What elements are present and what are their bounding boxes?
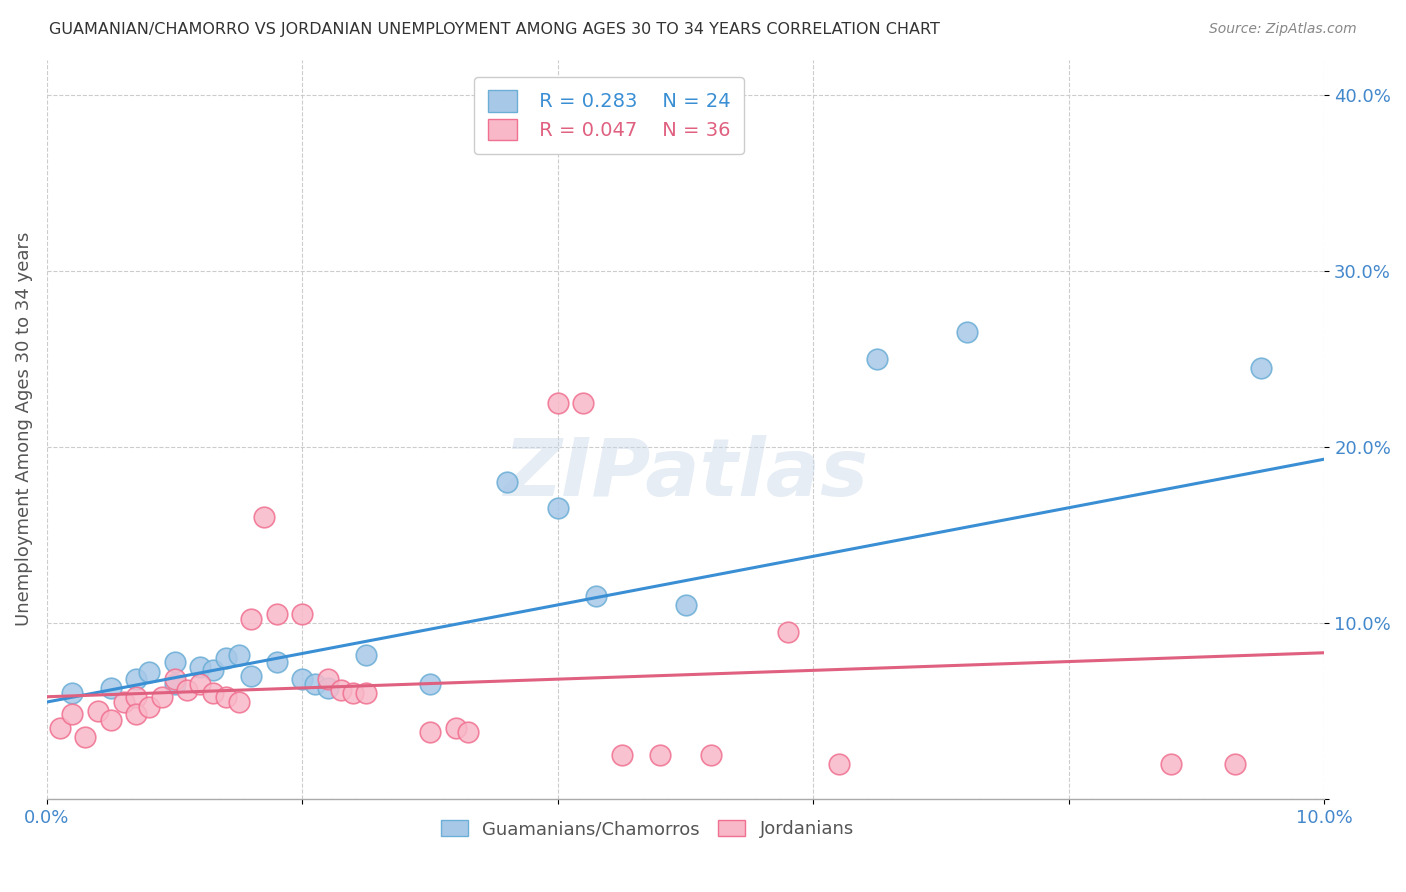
Point bbox=[444, 722, 467, 736]
Point bbox=[62, 686, 84, 700]
Point bbox=[356, 686, 378, 700]
Text: ZIPatlas: ZIPatlas bbox=[503, 434, 868, 513]
Point bbox=[75, 730, 97, 744]
Point bbox=[648, 747, 671, 762]
Point bbox=[495, 475, 517, 489]
Point bbox=[215, 690, 238, 704]
Point bbox=[585, 590, 607, 604]
Point bbox=[329, 682, 352, 697]
Point bbox=[188, 660, 211, 674]
Point bbox=[163, 677, 186, 691]
Point bbox=[138, 665, 160, 679]
Point bbox=[675, 599, 697, 613]
Point bbox=[572, 396, 595, 410]
Point bbox=[125, 672, 148, 686]
Point bbox=[266, 655, 288, 669]
Point bbox=[228, 648, 250, 662]
Point bbox=[163, 655, 186, 669]
Point bbox=[48, 722, 70, 736]
Point bbox=[1223, 756, 1246, 771]
Point bbox=[125, 707, 148, 722]
Point bbox=[547, 396, 569, 410]
Point bbox=[610, 747, 633, 762]
Point bbox=[201, 686, 224, 700]
Point bbox=[828, 756, 851, 771]
Point bbox=[163, 672, 186, 686]
Point bbox=[866, 351, 889, 366]
Point bbox=[100, 713, 122, 727]
Point bbox=[1250, 360, 1272, 375]
Point bbox=[316, 672, 339, 686]
Point bbox=[100, 681, 122, 695]
Point bbox=[228, 695, 250, 709]
Point bbox=[62, 707, 84, 722]
Point bbox=[291, 672, 314, 686]
Legend: Guamanians/Chamorros, Jordanians: Guamanians/Chamorros, Jordanians bbox=[433, 813, 860, 846]
Y-axis label: Unemployment Among Ages 30 to 34 years: Unemployment Among Ages 30 to 34 years bbox=[15, 232, 32, 626]
Point bbox=[150, 690, 173, 704]
Point bbox=[188, 677, 211, 691]
Point bbox=[201, 664, 224, 678]
Point bbox=[956, 326, 979, 340]
Point bbox=[700, 747, 723, 762]
Point bbox=[176, 682, 198, 697]
Point bbox=[125, 690, 148, 704]
Point bbox=[87, 704, 110, 718]
Point bbox=[547, 501, 569, 516]
Text: GUAMANIAN/CHAMORRO VS JORDANIAN UNEMPLOYMENT AMONG AGES 30 TO 34 YEARS CORRELATI: GUAMANIAN/CHAMORRO VS JORDANIAN UNEMPLOY… bbox=[49, 22, 941, 37]
Point bbox=[266, 607, 288, 621]
Point bbox=[215, 651, 238, 665]
Point bbox=[356, 648, 378, 662]
Point bbox=[342, 686, 364, 700]
Point bbox=[240, 612, 263, 626]
Point bbox=[457, 725, 479, 739]
Point bbox=[291, 607, 314, 621]
Point bbox=[316, 681, 339, 695]
Point bbox=[419, 725, 441, 739]
Text: Source: ZipAtlas.com: Source: ZipAtlas.com bbox=[1209, 22, 1357, 37]
Point bbox=[304, 677, 326, 691]
Point bbox=[419, 677, 441, 691]
Point bbox=[112, 695, 135, 709]
Point bbox=[253, 510, 276, 524]
Point bbox=[1160, 756, 1182, 771]
Point bbox=[776, 624, 799, 639]
Point bbox=[240, 668, 263, 682]
Point bbox=[138, 700, 160, 714]
